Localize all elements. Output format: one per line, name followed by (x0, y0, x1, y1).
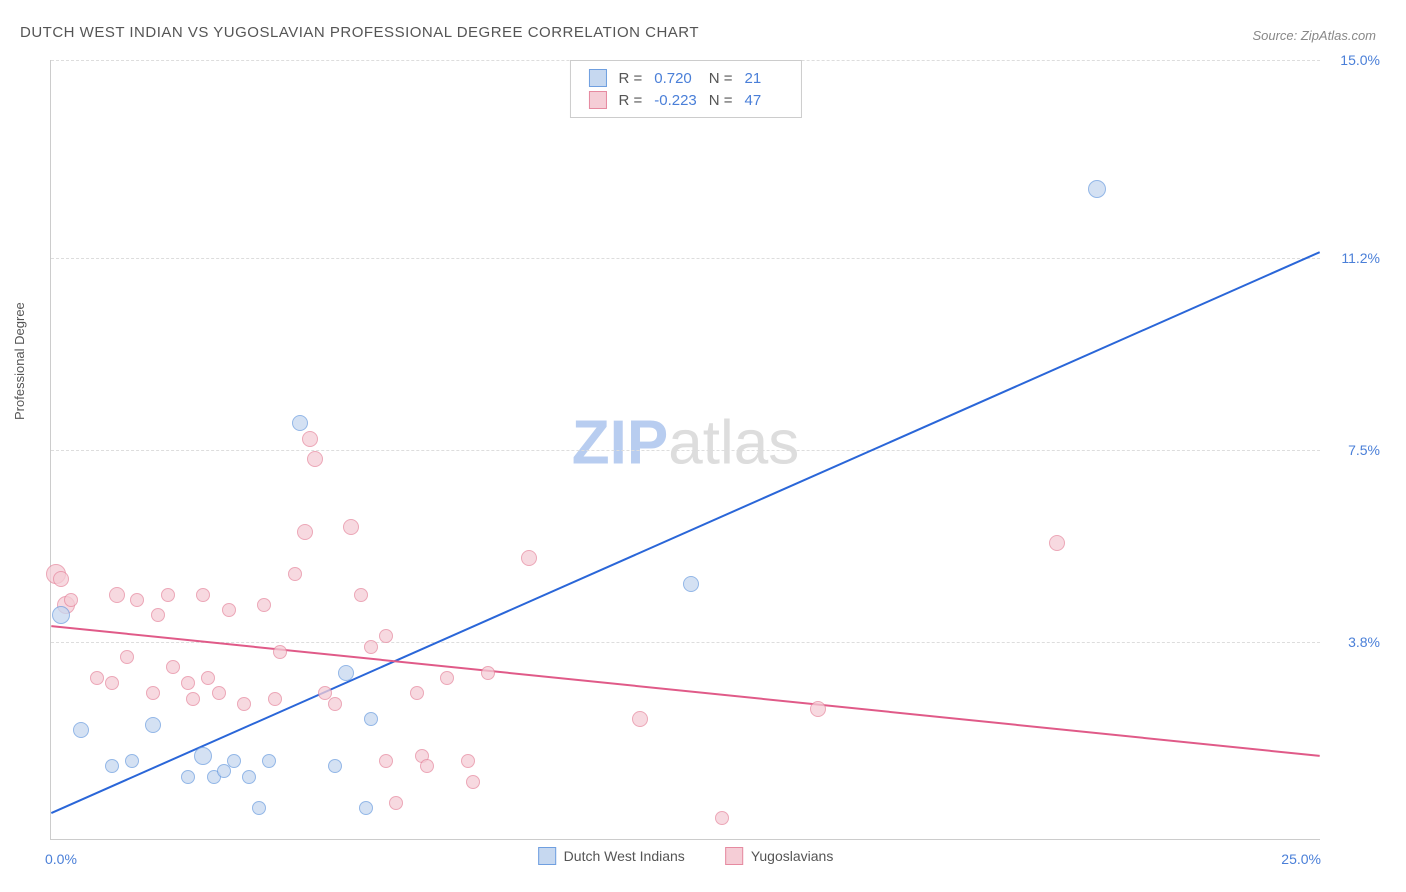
scatter-point-yugo (461, 754, 475, 768)
scatter-point-yugo (389, 796, 403, 810)
n-label: N = (703, 89, 739, 111)
scatter-point-yugo (120, 650, 134, 664)
scatter-point-yugo (196, 588, 210, 602)
scatter-point-yugo (90, 671, 104, 685)
scatter-point-dutch (125, 754, 139, 768)
trend-line-dutch (51, 252, 1319, 813)
y-tick-label: 11.2% (1341, 250, 1380, 266)
scatter-point-yugo (273, 645, 287, 659)
legend-label: Dutch West Indians (564, 848, 685, 864)
scatter-point-yugo (161, 588, 175, 602)
trend-lines-svg (51, 60, 1320, 839)
legend-label: Yugoslavians (751, 848, 834, 864)
scatter-point-yugo (237, 697, 251, 711)
r-value-dutch: 0.720 (648, 67, 703, 89)
scatter-point-dutch (338, 665, 354, 681)
stats-row-yugo: R =-0.223N =47 (582, 89, 788, 111)
stats-legend-box: R =0.720N =21R =-0.223N =47 (569, 60, 801, 118)
x-tick-label: 0.0% (45, 851, 77, 867)
y-tick-label: 15.0% (1340, 52, 1380, 68)
y-tick-label: 3.8% (1348, 634, 1380, 650)
scatter-point-yugo (105, 676, 119, 690)
scatter-point-yugo (481, 666, 495, 680)
r-label: R = (612, 89, 648, 111)
scatter-point-dutch (145, 717, 161, 733)
scatter-point-yugo (257, 598, 271, 612)
scatter-point-yugo (53, 571, 69, 587)
trend-line-yugo (51, 626, 1319, 756)
scatter-point-yugo (297, 524, 313, 540)
scatter-point-dutch (1088, 180, 1106, 198)
scatter-point-yugo (64, 593, 78, 607)
r-label: R = (612, 67, 648, 89)
y-axis-label: Professional Degree (12, 302, 27, 420)
scatter-point-yugo (166, 660, 180, 674)
scatter-point-yugo (810, 701, 826, 717)
scatter-point-yugo (715, 811, 729, 825)
scatter-point-yugo (328, 697, 342, 711)
scatter-point-dutch (328, 759, 342, 773)
scatter-point-yugo (440, 671, 454, 685)
scatter-point-yugo (201, 671, 215, 685)
legend-swatch (538, 847, 556, 865)
scatter-point-yugo (130, 593, 144, 607)
stats-row-dutch: R =0.720N =21 (582, 67, 788, 89)
scatter-point-yugo (307, 451, 323, 467)
scatter-point-yugo (181, 676, 195, 690)
scatter-point-dutch (181, 770, 195, 784)
scatter-point-yugo (410, 686, 424, 700)
source-attribution: Source: ZipAtlas.com (1252, 28, 1376, 43)
scatter-point-dutch (73, 722, 89, 738)
scatter-point-yugo (379, 629, 393, 643)
n-value-yugo: 47 (739, 89, 789, 111)
legend-swatch (725, 847, 743, 865)
y-tick-label: 7.5% (1348, 442, 1380, 458)
swatch-dutch (588, 69, 606, 87)
chart-plot-area: ZIPatlas 3.8%7.5%11.2%15.0% R =0.720N =2… (50, 60, 1320, 840)
scatter-point-dutch (262, 754, 276, 768)
scatter-point-yugo (521, 550, 537, 566)
r-value-yugo: -0.223 (648, 89, 703, 111)
scatter-point-dutch (52, 606, 70, 624)
scatter-point-yugo (379, 754, 393, 768)
scatter-point-dutch (252, 801, 266, 815)
scatter-point-yugo (186, 692, 200, 706)
scatter-point-yugo (466, 775, 480, 789)
scatter-point-yugo (288, 567, 302, 581)
x-tick-label: 25.0% (1281, 851, 1321, 867)
chart-title: DUTCH WEST INDIAN VS YUGOSLAVIAN PROFESS… (20, 24, 699, 41)
n-label: N = (703, 67, 739, 89)
scatter-point-dutch (194, 747, 212, 765)
scatter-point-yugo (354, 588, 368, 602)
scatter-point-yugo (364, 640, 378, 654)
scatter-point-yugo (268, 692, 282, 706)
scatter-point-dutch (683, 576, 699, 592)
scatter-point-dutch (227, 754, 241, 768)
legend-item: Dutch West Indians (538, 847, 685, 865)
scatter-point-yugo (212, 686, 226, 700)
scatter-point-yugo (151, 608, 165, 622)
bottom-legend: Dutch West Indians Yugoslavians (530, 847, 842, 865)
scatter-point-yugo (109, 587, 125, 603)
scatter-point-dutch (292, 415, 308, 431)
scatter-point-dutch (105, 759, 119, 773)
swatch-yugo (588, 91, 606, 109)
scatter-point-dutch (359, 801, 373, 815)
scatter-point-dutch (364, 712, 378, 726)
n-value-dutch: 21 (739, 67, 789, 89)
scatter-point-yugo (302, 431, 318, 447)
scatter-point-yugo (1049, 535, 1065, 551)
scatter-point-yugo (420, 759, 434, 773)
scatter-point-yugo (222, 603, 236, 617)
scatter-point-yugo (343, 519, 359, 535)
scatter-point-dutch (242, 770, 256, 784)
scatter-point-yugo (146, 686, 160, 700)
scatter-point-yugo (632, 711, 648, 727)
legend-item: Yugoslavians (725, 847, 834, 865)
